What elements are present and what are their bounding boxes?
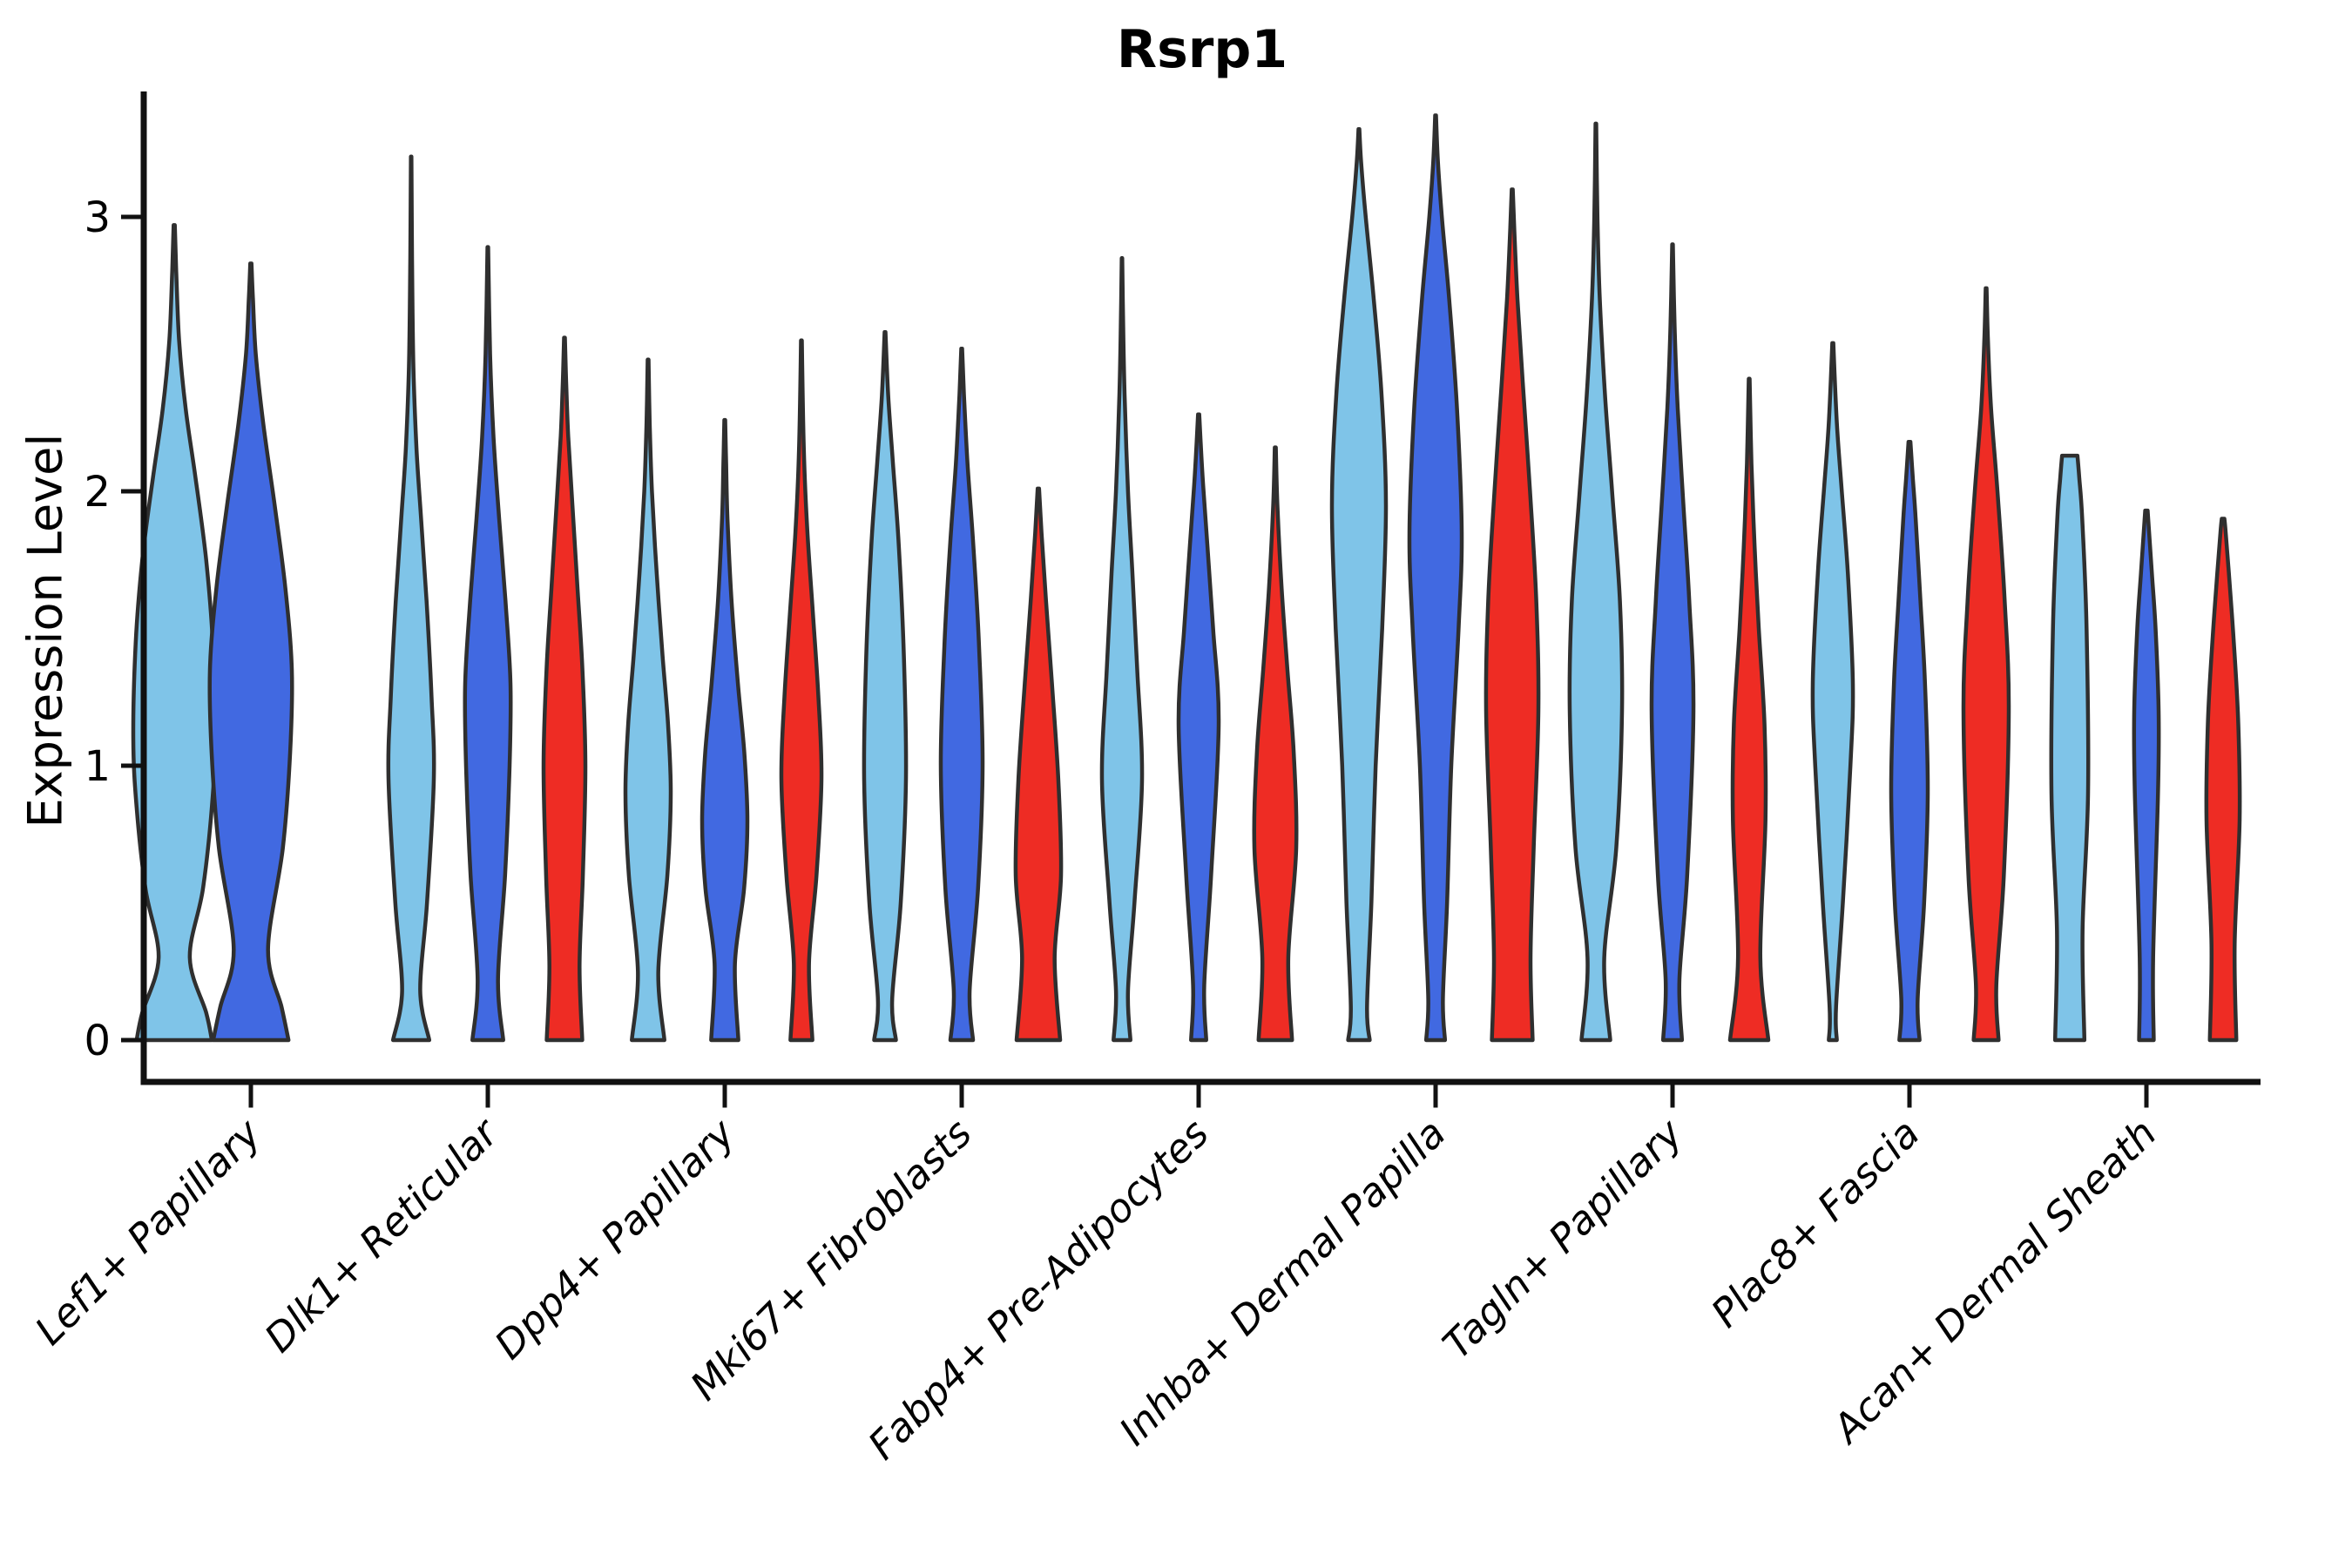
chart-title: Rsrp1 [1116,19,1288,80]
violin-dpp4-series-1 [623,357,673,1043]
x-category-label: Tagln+ Papillary [1434,1109,1693,1368]
x-category-label: Plac8+ Fascia [1702,1110,1929,1336]
violin-plac8-series-3 [1961,286,2011,1043]
violin-tagln-series-2 [1649,242,1696,1043]
violin-plac8-series-2 [1889,440,1930,1043]
y-tick-label: 1 [84,742,111,791]
violin-fabp4-series-3 [1252,445,1299,1043]
violin-inhba-series-1 [1329,126,1389,1043]
violin-tagln-series-3 [1727,376,1771,1043]
violin-mki67-series-2 [938,346,985,1043]
x-category-label: Dpp4+ Papillary [486,1109,745,1368]
violin-acan-series-2 [2132,508,2161,1043]
y-tick-label: 2 [84,468,111,517]
violin-dlk1-series-2 [463,245,513,1043]
violin-tagln-series-1 [1567,121,1625,1043]
violin-dlk1-series-3 [541,335,588,1043]
violin-lef1-series-1 [131,223,218,1043]
violin-fabp4-series-2 [1176,412,1221,1043]
violin-fabp4-series-1 [1099,256,1145,1043]
violin-mki67-series-3 [1013,486,1064,1043]
violin-inhba-series-2 [1407,113,1464,1043]
y-tick-label: 3 [84,193,111,242]
violin-inhba-series-3 [1484,187,1541,1043]
violin-dlk1-series-1 [386,154,436,1043]
x-category-label: Lef1+ Papillary [26,1109,271,1354]
violin-acan-series-3 [2204,517,2242,1043]
violin-dpp4-series-3 [779,338,824,1043]
violin-dpp4-series-2 [700,417,750,1043]
violin-mki67-series-1 [862,330,909,1043]
x-category-label: Dlk1+ Reticular [255,1109,508,1362]
violin-lef1-series-2 [207,261,294,1043]
violin-acan-series-1 [2049,453,2091,1043]
y-tick-label: 0 [84,1017,111,1065]
violin-plac8-series-1 [1810,341,1855,1043]
